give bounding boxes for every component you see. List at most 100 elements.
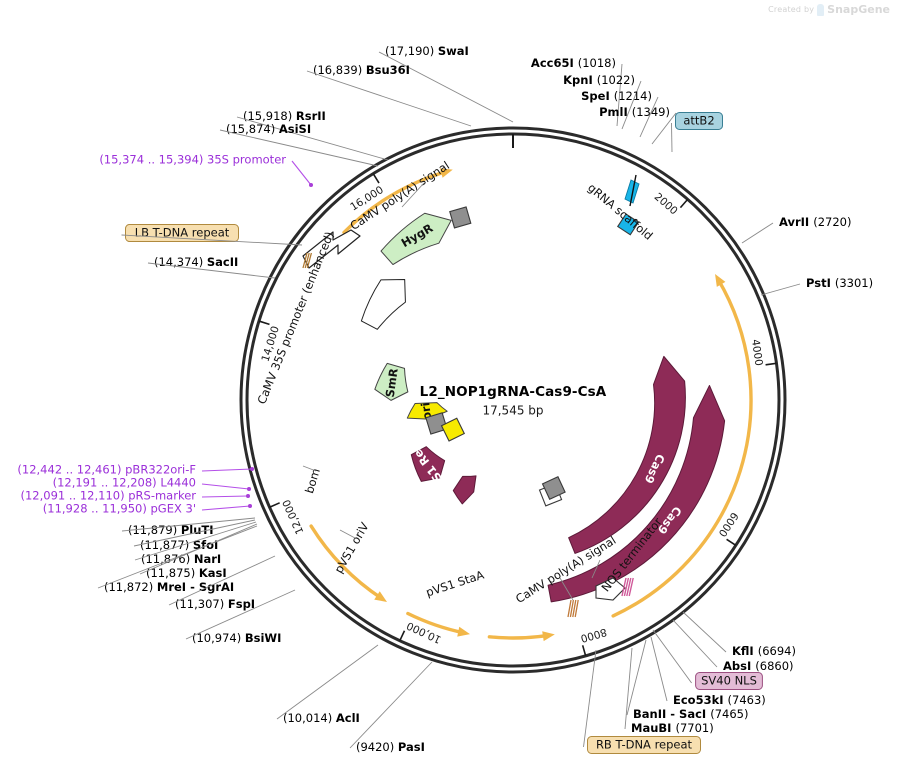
enzyme-label-text: (11,875) KasI [146, 566, 227, 580]
enzyme-label[interactable]: AbsI (6860) [672, 619, 794, 673]
feature-tag[interactable]: RB T-DNA repeat [583, 649, 701, 754]
enzyme-leader-line [760, 283, 801, 296]
enzyme-label[interactable]: SpeI (1214) [581, 89, 659, 138]
ruler-tick [679, 198, 689, 209]
feature-hygr: HygR [380, 212, 452, 266]
enzyme-label[interactable]: (11,877) SfoI [133, 519, 256, 552]
promoter-arrowhead [542, 631, 555, 642]
nos-terminator-shape [567, 577, 634, 618]
purple-feature-label[interactable]: (12,091 .. 12,110) pRS-marker [21, 489, 251, 503]
enzyme-label[interactable]: BanII - SacI (7465) [626, 639, 748, 721]
enzyme-label-text: KpnI (1022) [563, 73, 635, 87]
feature-label: SmR [383, 367, 401, 398]
feature-box [541, 475, 566, 501]
enzyme-label[interactable]: (15,874) AsiSI [219, 122, 379, 167]
enzyme-label-text: PmlI (1349) [599, 105, 670, 119]
enzyme-label-text: Eco53kI (7463) [673, 693, 766, 707]
enzyme-label[interactable]: (9420) PasI [349, 661, 433, 754]
plasmid-backbone-outer [239, 126, 787, 674]
feature-tag[interactable]: LB T-DNA repeat [121, 224, 303, 246]
feature-leader-line [339, 529, 356, 539]
purple-leader-line [201, 505, 251, 511]
enzyme-label[interactable]: PmlI (1349) [599, 105, 677, 145]
feature-smr: SmR [374, 362, 409, 401]
enzyme-label[interactable]: (11,872) MreI - SgrAI [97, 525, 258, 594]
enzyme-label-text: (11,876) NarI [141, 552, 221, 566]
enzyme-label[interactable]: (11,876) NarI [134, 521, 257, 566]
grna-cyan-box [624, 179, 640, 204]
enzyme-leader-line [147, 262, 276, 279]
enzyme-leader-line [639, 96, 659, 138]
terminator-pentagon [595, 577, 626, 601]
purple-label-text: (12,191 .. 12,208) L4440 [53, 476, 196, 490]
purple-leader-line [201, 468, 253, 472]
purple-feature-label[interactable]: (12,191 .. 12,208) L4440 [53, 476, 251, 492]
ruler-tick [372, 173, 380, 184]
feature-grna-scaffold [616, 213, 640, 236]
enzyme-label[interactable]: (15,918) RsrII [236, 109, 389, 161]
enzyme-leader-line [185, 589, 296, 640]
purple-feature-label[interactable]: (11,928 .. 11,950) pGEX 3' [43, 502, 252, 516]
enzyme-label[interactable]: (11,879) PluTI [121, 517, 256, 537]
feature-tag-box [587, 736, 701, 754]
enzyme-label-text: Acc65I (1018) [531, 56, 616, 70]
enzyme-label[interactable]: (17,190) SwaI [378, 44, 514, 123]
feature-outside-label: bom [302, 467, 323, 496]
enzyme-leader-line [378, 51, 514, 123]
enzyme-label-text: (17,190) SwaI [385, 44, 469, 58]
ruler-tick [269, 502, 280, 508]
enzyme-label[interactable]: (10,014) AclI [276, 644, 379, 725]
enzyme-label-text: BanII - SacI (7465) [633, 707, 748, 721]
enzyme-leader-line [741, 222, 774, 244]
feature-leader-line [401, 182, 425, 208]
ruler-label: 2000 [652, 191, 680, 218]
feature-box [449, 206, 472, 229]
feature-arrow [380, 212, 452, 266]
feature-tag[interactable]: attB2 [671, 112, 723, 153]
feature-tag-label: RB T-DNA repeat [596, 738, 693, 752]
feature-tag-leader [671, 122, 673, 153]
enzyme-label[interactable]: MauBI (7701) [624, 647, 714, 735]
enzyme-label-text: (11,307) FspI [175, 597, 255, 611]
feature-cas9: Cas9 [547, 384, 726, 603]
enzyme-leader-line [133, 519, 256, 547]
promoter-arrowhead [374, 591, 388, 603]
enzyme-leader-line [168, 555, 276, 606]
camv-35s-promoter-arrow [302, 229, 361, 269]
watermark-brand: SnapGene [827, 3, 890, 16]
enzyme-label[interactable]: (16,839) Bsu36I [306, 63, 472, 127]
purple-feature-label[interactable]: (15,374 .. 15,394) 35S promoter [99, 153, 313, 188]
terminator-hatch [626, 577, 632, 597]
enzyme-label[interactable]: (14,374) SacII [147, 255, 276, 279]
feature-outside-label: pVS1 StaA [424, 568, 486, 600]
enzyme-label[interactable]: AvrII (2720) [741, 215, 851, 244]
feature-box [425, 412, 448, 435]
promoter-arrow-outline [302, 229, 361, 269]
watermark-made-by: Created by [768, 5, 815, 14]
enzyme-leader-line [624, 647, 633, 730]
enzyme-label[interactable]: Eco53kI (7463) [650, 636, 766, 707]
enzyme-leader-line [97, 525, 258, 589]
promoter-arrowhead [457, 626, 471, 637]
enzyme-label[interactable]: KpnI (1022) [563, 73, 642, 130]
feature-bom [425, 412, 448, 435]
enzyme-label[interactable]: PstI (3301) [760, 276, 873, 296]
ruler-label: 10,000 [405, 619, 443, 645]
enzyme-leader-line [134, 521, 257, 561]
enzyme-label[interactable]: KflI (6694) [682, 611, 796, 658]
enzyme-label[interactable]: (10,974) BsiWI [185, 589, 296, 645]
enzyme-leader-line [651, 112, 677, 145]
feature-camv-35s-promoter-enhanced- [360, 279, 406, 330]
enzyme-leader-line [682, 611, 727, 653]
purple-leader-dot [247, 487, 251, 491]
enzyme-label[interactable]: Acc65I (1018) [531, 56, 623, 127]
grna-stem [629, 174, 637, 207]
purple-feature-label[interactable]: (12,442 .. 12,461) pBR322ori-F [17, 463, 254, 477]
purple-leader-dot [250, 467, 254, 471]
enzyme-label-text: (10,974) BsiWI [192, 631, 281, 645]
feature-tag[interactable]: SV40 NLS [652, 629, 763, 690]
enzyme-label[interactable]: (11,307) FspI [168, 555, 276, 611]
feature-tag-label: attB2 [683, 114, 714, 128]
promoter-arc [342, 169, 449, 235]
feature-pvs1-staa [452, 475, 477, 505]
